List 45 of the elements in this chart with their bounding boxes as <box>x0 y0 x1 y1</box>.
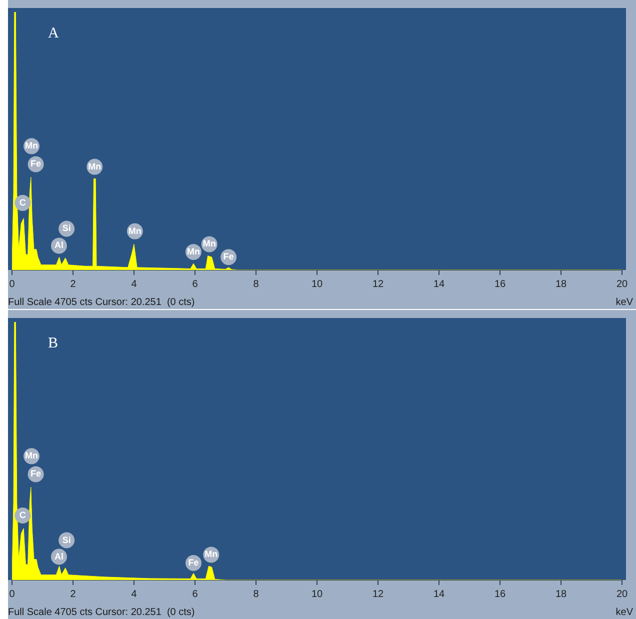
annotation: C <box>19 197 26 208</box>
x-tick-label: 14 <box>433 588 445 600</box>
x-tick-label: 0 <box>9 278 16 290</box>
x-tick-label: 4 <box>131 278 138 290</box>
annotation: Fe <box>188 557 199 568</box>
x-tick-label: 8 <box>253 278 260 290</box>
annotation: Mn <box>25 140 38 151</box>
annotation: Mn <box>25 450 38 461</box>
x-tick-label: 18 <box>555 588 567 600</box>
x-tick-label: 10 <box>311 278 323 290</box>
x-axis-title: keV <box>616 297 634 308</box>
x-tick-label: 8 <box>253 588 260 600</box>
annotation: Fe <box>30 158 42 169</box>
x-tick-label: 16 <box>494 588 506 600</box>
annotation: Mn <box>186 246 200 256</box>
x-tick-label: 0 <box>9 588 16 600</box>
text: Full Scale 4705 cts Cursor: 20.251 (0 cts) <box>8 607 195 618</box>
x-tick-label: 18 <box>555 278 567 290</box>
x-tick-label: 10 <box>311 588 323 600</box>
x-tick-label: 2 <box>70 588 76 600</box>
text: B <box>48 335 58 352</box>
annotation: Mn <box>128 226 142 236</box>
annotation: Mn <box>202 238 216 249</box>
annotation: Mn <box>204 549 218 560</box>
x-tick-label: 20 <box>616 278 628 290</box>
annotation: C <box>19 510 26 520</box>
annotation: Al <box>54 240 64 250</box>
annotation: Fe <box>223 252 234 262</box>
annotation: Mn <box>88 161 102 172</box>
x-tick-label: 2 <box>70 278 76 290</box>
x-tick-label: 4 <box>131 588 138 600</box>
x-tick-label: 12 <box>372 278 384 290</box>
text: Full Scale 4705 cts Cursor: 20.251 (0 cts) <box>8 297 195 308</box>
x-axis-title: keV <box>616 607 634 618</box>
annotation: Si <box>62 534 71 545</box>
x-tick-label: 20 <box>616 588 628 600</box>
annotation: Fe <box>30 468 42 479</box>
x-tick-label: 6 <box>192 278 198 290</box>
x-tick-label: 12 <box>372 588 384 600</box>
text: A <box>48 25 59 42</box>
x-tick-label: 6 <box>192 588 198 600</box>
x-tick-label: 14 <box>433 278 445 290</box>
annotation: Al <box>54 551 64 562</box>
x-tick-label: 16 <box>494 278 506 290</box>
annotation: Si <box>62 223 71 234</box>
